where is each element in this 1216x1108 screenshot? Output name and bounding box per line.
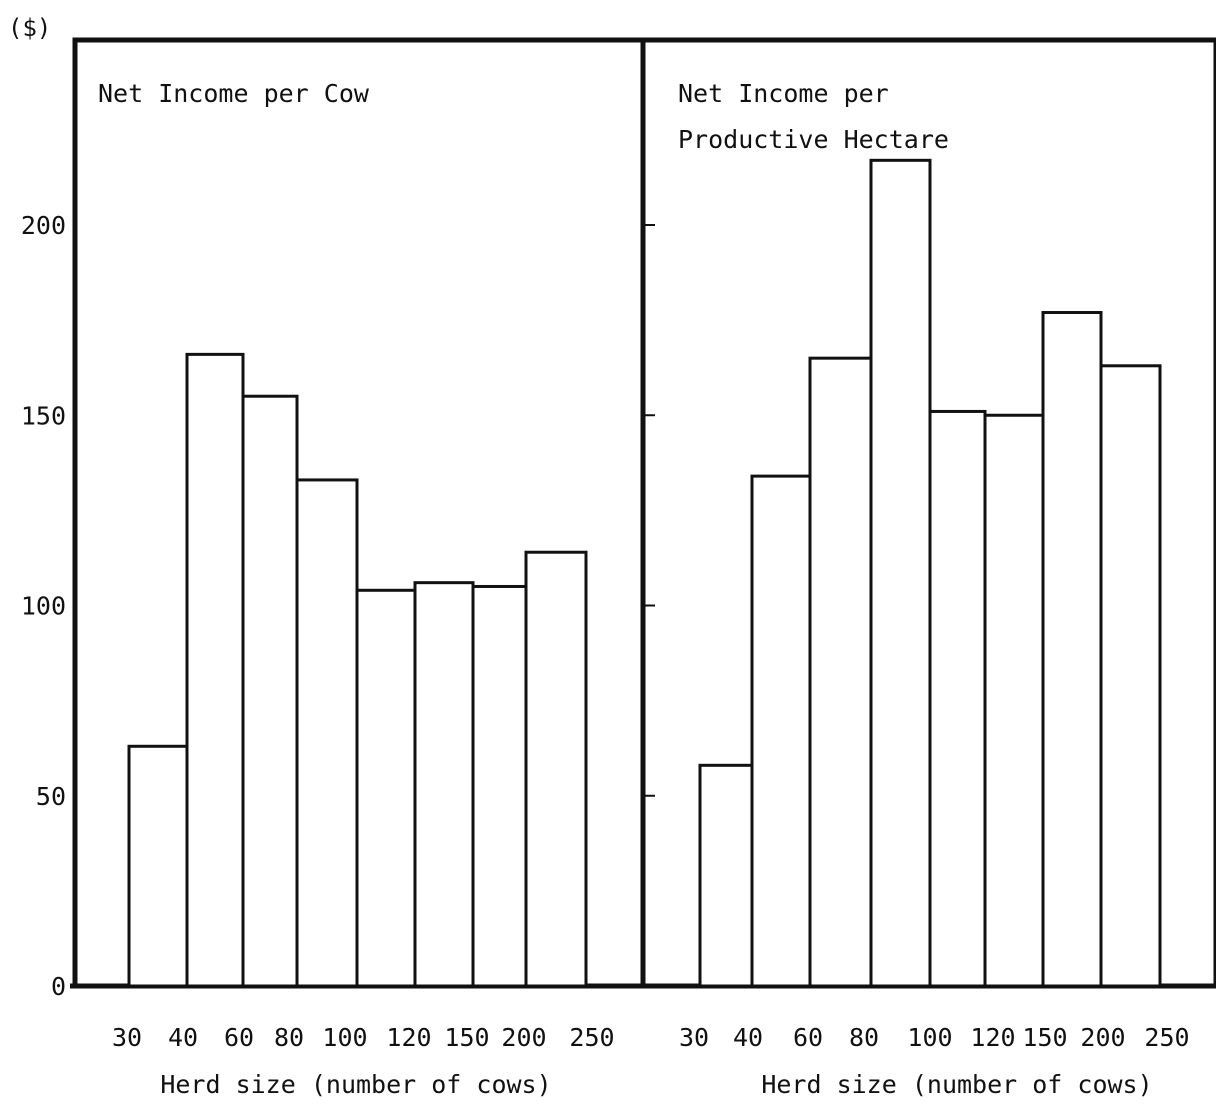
x-tick-label: 250 [569, 1023, 614, 1052]
y-tick-label: 150 [21, 401, 66, 430]
bar [928, 409, 987, 988]
x-tick-label: 80 [274, 1023, 304, 1052]
x-tick-label: 250 [1144, 1023, 1189, 1052]
panel-title-line: Productive Hectare [678, 125, 949, 154]
bar [127, 744, 189, 988]
x-tick-label: 100 [322, 1023, 367, 1052]
x-tick-label: 200 [1080, 1023, 1125, 1052]
y-axis-ticks: 0 50 100 150 200 [21, 211, 655, 1001]
x-tick-label: 30 [679, 1023, 709, 1052]
bar [355, 588, 417, 988]
bar-series [698, 158, 1162, 988]
bar [185, 352, 245, 988]
x-tick-label: 60 [793, 1023, 823, 1052]
y-tick-label: 100 [21, 592, 66, 621]
x-axis-label: Herd size (number of cows) [160, 1070, 551, 1099]
bar [750, 474, 812, 988]
bar [983, 413, 1045, 988]
y-unit-label: ($) [8, 14, 51, 42]
bar [1099, 364, 1162, 988]
bar-series [127, 352, 588, 988]
x-axis-label: Herd size (number of cows) [761, 1070, 1152, 1099]
bar [241, 394, 299, 988]
x-tick-label: 80 [849, 1023, 879, 1052]
x-tick-label: 150 [1022, 1023, 1067, 1052]
x-tick-label: 40 [168, 1023, 198, 1052]
x-tick-label: 120 [970, 1023, 1015, 1052]
x-tick-label: 150 [444, 1023, 489, 1052]
panel-title-line: Net Income per [678, 79, 889, 108]
bar [1041, 311, 1103, 988]
bar [808, 356, 873, 988]
bar [295, 478, 359, 988]
y-tick-label: 50 [36, 782, 66, 811]
x-axis-tick-labels: 30 40 60 80 100 120 150 200 250 [679, 1023, 1190, 1052]
x-tick-label: 100 [907, 1023, 952, 1052]
bar [524, 550, 588, 988]
x-axis-tick-labels: 30 40 60 80 100 120 150 200 250 [112, 1023, 615, 1052]
panel-net-income-per-cow: Net Income per Cow 30 40 60 80 100 120 150 200 2… [98, 79, 615, 1099]
y-tick-label: 200 [21, 211, 66, 240]
bar [471, 584, 528, 988]
bar [413, 581, 475, 988]
x-tick-label: 60 [224, 1023, 254, 1052]
x-tick-label: 120 [386, 1023, 431, 1052]
x-tick-label: 200 [501, 1023, 546, 1052]
y-tick-label: 0 [51, 972, 66, 1001]
x-tick-label: 30 [112, 1023, 142, 1052]
panel-net-income-per-hectare: Net Income per Productive Hectare 30 40 60… [678, 79, 1190, 1099]
x-tick-label: 40 [733, 1023, 763, 1052]
bar [869, 158, 932, 988]
bar [698, 763, 754, 988]
panel-title-line: Net Income per Cow [98, 79, 370, 108]
